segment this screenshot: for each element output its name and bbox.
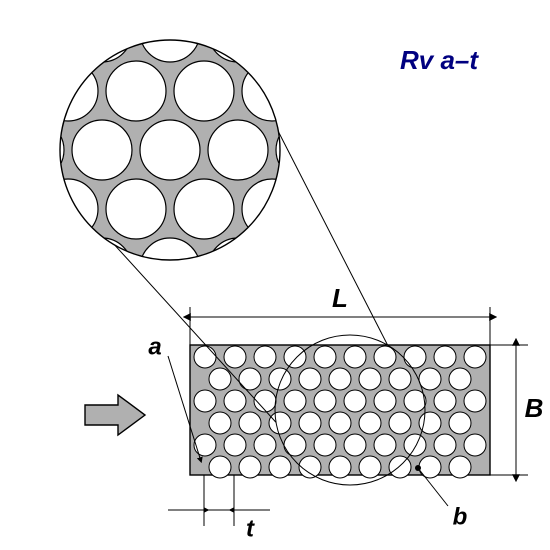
magnifier-detail (0, 0, 438, 357)
dim-B-label: B (525, 393, 544, 423)
dim-b-label: b (453, 503, 468, 530)
dim-a-label: a (148, 333, 161, 360)
direction-arrow (85, 395, 145, 435)
dim-t-label: t (246, 515, 255, 542)
diagram-svg: L Ba t b (0, 0, 550, 550)
dim-L-label: L (332, 283, 348, 313)
perforated-sheet (190, 345, 490, 478)
